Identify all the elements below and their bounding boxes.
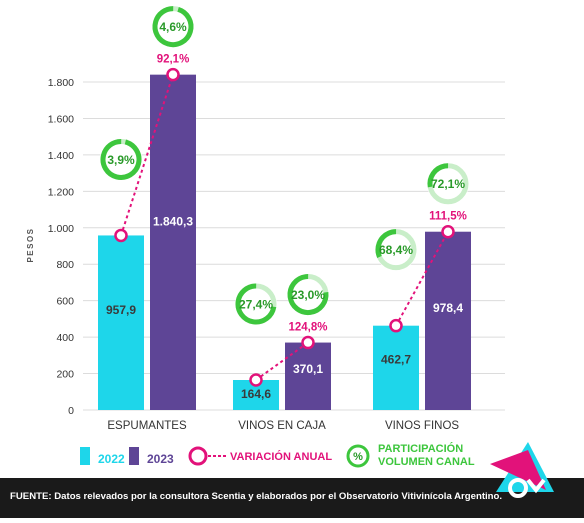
ring-background: [427, 162, 469, 205]
legend-variacion-marker-icon: [188, 446, 208, 466]
variacion-label: 111,5%: [429, 211, 467, 223]
legend-participacion-symbol: %: [353, 451, 363, 463]
variacion-marker-2023: [301, 335, 315, 350]
bar-2022: [373, 325, 419, 410]
participacion-ring: 68,4%: [375, 228, 417, 271]
y-tick-label: 0: [68, 405, 74, 417]
variacion-dashed-line: [255, 341, 309, 381]
variacion-marker-2023: [441, 224, 455, 239]
ring-arc: [375, 229, 417, 271]
legend: 2022 2023 VARIACIÓN ANUAL % PARTICIPACIÓ…: [80, 442, 475, 468]
participacion-rings: 3,9% 4,6% 27,4% 23,0% 68,4% 72,1%: [100, 5, 469, 326]
participacion-label: 23,0%: [291, 288, 325, 302]
x-category-label: ESPUMANTES: [107, 420, 187, 432]
y-tick-label: 200: [56, 369, 74, 381]
variacion-label: 92,1%: [157, 54, 190, 66]
variacion-marker-2022: [249, 373, 263, 387]
logo-triangle-magenta: [490, 450, 546, 490]
participacion-ring: 3,9%: [100, 138, 142, 181]
ring-background: [152, 5, 194, 48]
bar-2023-value-label: 1.840,3: [153, 215, 193, 229]
x-category-label: VINOS FINOS: [385, 420, 459, 432]
variacion-label: 124,8%: [288, 322, 327, 334]
participacion-label: 3,9%: [107, 153, 135, 167]
y-axis-ticks: 0 200 400 600 800 1.000 1.200 1.400 1.600 1.800: [48, 77, 74, 417]
participacion-label: 4,6%: [159, 20, 187, 34]
legend-label-2023: 2023: [147, 452, 174, 466]
ova-logo-icon: [488, 440, 558, 510]
ring-background: [287, 273, 329, 316]
x-axis-categories: ESPUMANTES VINOS EN CAJA VINOS FINOS: [107, 420, 459, 432]
source-note: FUENTE: Datos relevados por la consultor…: [10, 491, 503, 502]
y-tick-label: 800: [56, 259, 74, 271]
ring-arc: [427, 163, 469, 205]
ring-arc: [100, 138, 142, 180]
ring-arc: [235, 283, 277, 325]
variacion-marker-2023: [166, 67, 180, 82]
bar-2022: [98, 235, 144, 410]
ring-arc: [287, 274, 329, 316]
logo-ring: [508, 478, 528, 498]
bar-layer: 957,9 1.840,3 164,6 370,1 462,7 978,4: [98, 74, 471, 411]
y-tick-label: 1.600: [48, 113, 74, 125]
variacion-lines: 92,1% 124,8% 111,5%: [114, 54, 467, 387]
y-tick-label: 1.200: [48, 186, 74, 198]
variacion-dashed-line: [120, 74, 174, 236]
y-tick-label: 400: [56, 332, 74, 344]
y-axis-label: PESOS: [26, 227, 35, 262]
participacion-ring: 23,0%: [287, 273, 329, 316]
ring-background: [100, 138, 142, 181]
legend-label-participacion-1: PARTICIPACIÓN: [378, 442, 463, 455]
footer-bar: FUENTE: Datos relevados por la consultor…: [0, 478, 584, 518]
x-category-label: VINOS EN CAJA: [238, 420, 326, 432]
participacion-label: 72,1%: [431, 177, 465, 191]
bar-2022-value-label: 462,7: [381, 353, 411, 367]
legend-label-participacion-2: VOLUMEN CANAL: [378, 456, 475, 468]
legend-label-2022: 2022: [98, 452, 125, 466]
ring-background: [235, 283, 277, 326]
participacion-ring: 27,4%: [235, 283, 277, 326]
participacion-label: 68,4%: [379, 243, 413, 257]
y-tick-label: 1.400: [48, 150, 74, 162]
y-tick-label: 1.800: [48, 77, 74, 89]
ring-background: [375, 228, 417, 271]
y-tick-label: 1.000: [48, 223, 74, 235]
bar-2023: [285, 342, 331, 410]
participacion-label: 27,4%: [239, 298, 273, 312]
legend-label-variacion: VARIACIÓN ANUAL: [230, 450, 332, 463]
legend-swatch-2022: [80, 447, 90, 465]
participacion-ring: 72,1%: [427, 162, 469, 205]
variacion-marker-2022: [114, 228, 128, 243]
participacion-ring: 4,6%: [152, 5, 194, 48]
y-tick-label: 600: [56, 296, 74, 308]
variacion-marker-2022: [389, 318, 403, 333]
bar-2022-value-label: 164,6: [241, 387, 271, 401]
legend-participacion-ring-icon: [346, 444, 370, 468]
logo-chevron: [526, 478, 546, 494]
bar-2022-value-label: 957,9: [106, 303, 136, 317]
bar-2023: [150, 74, 196, 411]
bar-2023-value-label: 978,4: [433, 301, 463, 315]
bar-2023-value-label: 370,1: [293, 362, 323, 376]
legend-swatch-2023: [129, 447, 139, 465]
bar-2023: [425, 231, 471, 410]
